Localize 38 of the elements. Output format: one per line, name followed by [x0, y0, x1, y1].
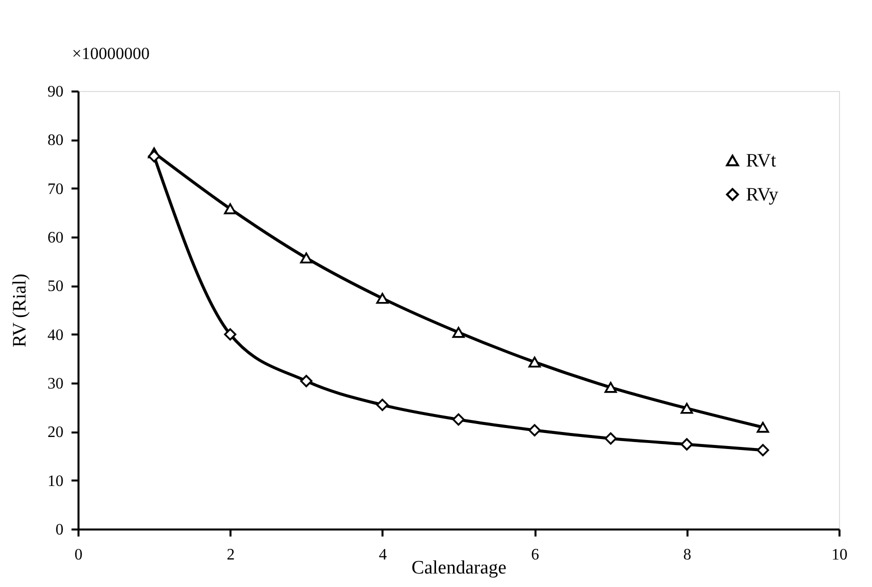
y-tick-label: 80 — [48, 132, 64, 150]
y-tick-label: 90 — [48, 84, 64, 100]
point — [452, 413, 465, 426]
x-axis-title: Calendarage — [412, 558, 506, 578]
point — [680, 402, 693, 414]
text: ×10000000 — [72, 44, 150, 63]
legend-label: RVy — [746, 184, 779, 206]
y-tick-label: 30 — [48, 376, 64, 392]
point — [148, 150, 160, 162]
y-tick-label: 70 — [48, 180, 64, 198]
point — [452, 326, 465, 338]
x-tick-label: 2 — [226, 546, 235, 564]
point — [376, 292, 389, 304]
point — [756, 422, 770, 433]
y-tick-label: 10 — [48, 472, 64, 490]
legend-label: RVt — [746, 150, 777, 172]
point — [224, 203, 236, 214]
point — [528, 356, 541, 368]
y-tick-label: 20 — [48, 424, 64, 442]
point — [376, 398, 389, 412]
point — [528, 424, 541, 436]
x-tick-label: 10 — [832, 546, 848, 564]
x-tick-label: 4 — [378, 546, 387, 564]
point — [756, 444, 770, 456]
point — [604, 432, 617, 445]
point — [680, 438, 693, 450]
y-tick-label: 0 — [56, 522, 64, 538]
y-tick-label: 40 — [48, 326, 64, 344]
point — [604, 382, 617, 393]
y-tick-label: 50 — [48, 278, 64, 296]
x-tick-label: 8 — [683, 546, 692, 564]
point — [224, 328, 236, 340]
point — [300, 374, 312, 388]
x-tick-label: 6 — [531, 546, 540, 564]
y-axis-title: RV (Rial) — [10, 274, 30, 348]
point — [300, 252, 312, 264]
y-tick-label: 60 — [48, 230, 64, 246]
x-tick-label: 0 — [74, 546, 82, 564]
